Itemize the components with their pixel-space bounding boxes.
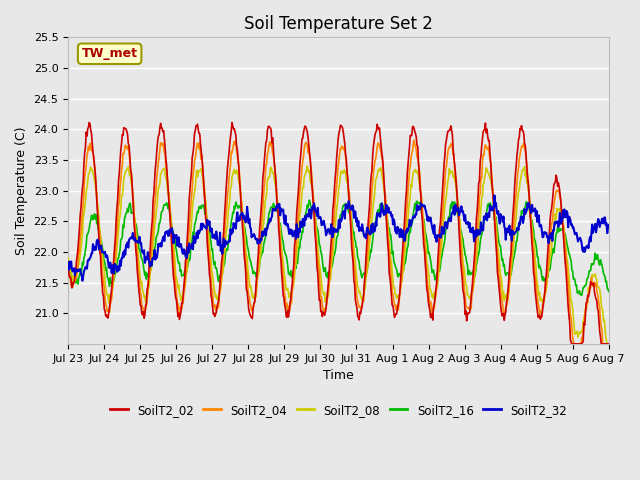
Legend: SoilT2_02, SoilT2_04, SoilT2_08, SoilT2_16, SoilT2_32: SoilT2_02, SoilT2_04, SoilT2_08, SoilT2_… (105, 399, 572, 421)
X-axis label: Time: Time (323, 369, 354, 382)
Text: TW_met: TW_met (82, 47, 138, 60)
Y-axis label: Soil Temperature (C): Soil Temperature (C) (15, 126, 28, 255)
Title: Soil Temperature Set 2: Soil Temperature Set 2 (244, 15, 433, 33)
